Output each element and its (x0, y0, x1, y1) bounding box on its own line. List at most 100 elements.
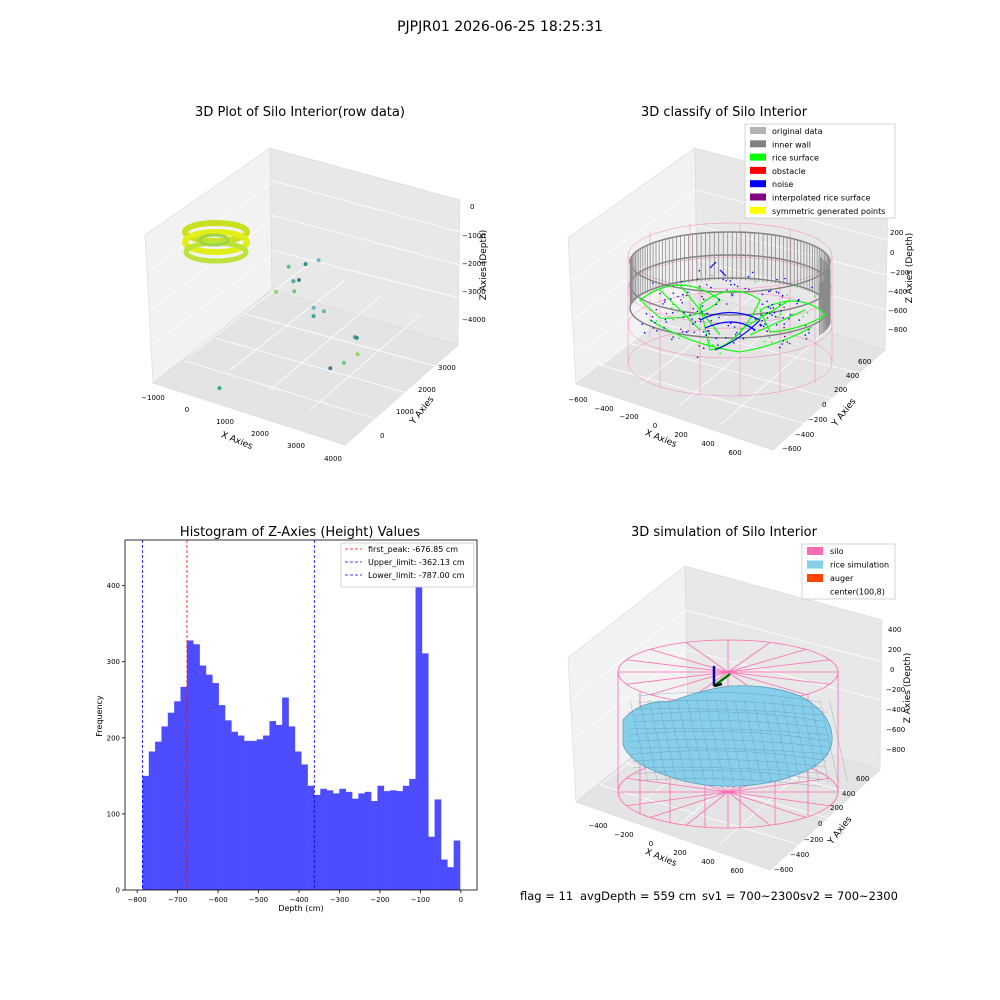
classify-point (766, 300, 768, 303)
classify-point (656, 330, 658, 332)
classify-point (682, 293, 684, 296)
classify-point (715, 337, 718, 340)
classify-point (736, 331, 738, 334)
rice-mesh-line (791, 699, 810, 783)
classify-point (696, 356, 699, 359)
classify-point (774, 315, 777, 318)
classify-legend: original data inner wall rice surface obsta… (744, 123, 896, 219)
classify-point (702, 347, 705, 350)
classify-point (772, 307, 775, 309)
histogram-bar (301, 764, 308, 890)
raw-data-point (354, 335, 359, 340)
rice-mesh-line (633, 766, 825, 774)
classify-z-tick: 0 (890, 249, 894, 257)
classify-point (655, 320, 658, 322)
classify-point (804, 334, 807, 336)
classify-point (710, 320, 712, 322)
classify-point (711, 274, 713, 277)
rice-mesh-line (819, 699, 839, 783)
classify-point (672, 336, 674, 338)
simulation-legend-label: center(100,8) (830, 588, 885, 597)
raw-data-point (341, 360, 346, 365)
classify-point (731, 294, 734, 297)
classify-point (782, 316, 784, 319)
classify-point (702, 331, 705, 333)
rice-mesh-line (629, 730, 829, 742)
classify-point (664, 299, 666, 301)
classify-z-tick: −200 (890, 269, 909, 277)
classify-x-tick: 0 (653, 422, 657, 430)
footer-avg-depth: avgDepth = 559 cm (580, 889, 696, 903)
classify-point (808, 332, 810, 334)
simulation-x-tick: −200 (614, 831, 633, 839)
histogram-bar (199, 665, 207, 890)
histogram-bar (390, 790, 397, 890)
classify-point (652, 282, 654, 284)
histogram-bar (288, 726, 296, 890)
raw-data-point (291, 279, 296, 284)
histogram-bars (142, 555, 461, 890)
classify-point (734, 333, 737, 336)
rice-mesh-line (630, 727, 828, 735)
classify-legend-label: inner wall (772, 140, 811, 149)
footer-flag: flag = 11 (520, 889, 573, 903)
classify-point (722, 278, 724, 281)
classify-point (742, 337, 745, 340)
simulation-legend-swatch (807, 560, 823, 569)
classify-point (733, 283, 736, 286)
classify-point (796, 302, 798, 305)
rice-mesh-line (630, 750, 828, 761)
histogram-bar (275, 724, 283, 890)
histogram-bar (402, 785, 410, 890)
silo-floor-spoke (727, 777, 830, 793)
simulation-y-tick: −200 (804, 836, 823, 844)
classify-point (804, 324, 807, 327)
histogram-bar (193, 644, 200, 890)
histogram-y-tick-label: 0 (116, 887, 120, 895)
classify-point (755, 281, 757, 283)
silo-floor-spoke (626, 791, 729, 807)
classify-plot-title: 3D classify of Silo Interior (641, 105, 808, 120)
figure-title: PJPJR01 2026-06-25 18:25:31 (397, 19, 603, 35)
raw-data-point (321, 309, 326, 314)
simulation-z-tick: 400 (888, 626, 901, 634)
classify-point (699, 320, 702, 323)
histogram-y-tick-label: 200 (107, 734, 120, 742)
histogram-bar (313, 794, 321, 890)
classify-point (759, 324, 762, 327)
classify-point (779, 346, 781, 349)
silo-floor-spoke (727, 791, 830, 807)
histogram-legend-label: Upper_limit: -362.13 cm (368, 558, 465, 567)
raw-z-tick: 0 (470, 203, 474, 211)
classify-point (730, 322, 732, 325)
classify-legend-label: original data (772, 127, 823, 136)
classify-x-tick: 200 (674, 431, 687, 439)
raw-data-point (311, 314, 316, 319)
classify-point (687, 330, 689, 332)
simulation-plot-title: 3D simulation of Silo Interior (631, 525, 818, 540)
classify-point (685, 294, 688, 297)
classify-point (682, 296, 685, 299)
rice-mesh-line (633, 711, 825, 722)
classify-point (726, 289, 728, 291)
simulation-rice-surface (622, 685, 833, 787)
auger-marker (712, 666, 731, 688)
rice-mesh-line (800, 699, 820, 783)
classify-point (759, 319, 761, 321)
histogram-bar (377, 785, 385, 890)
classify-point (708, 339, 711, 342)
classify-point (655, 308, 658, 311)
simulation-legend-label: auger (830, 574, 854, 583)
histogram-bar (352, 798, 359, 890)
classify-point (733, 326, 736, 328)
raw-data-point (316, 258, 321, 263)
histogram-bar (320, 788, 327, 890)
raw-x-tick: −1000 (141, 394, 165, 402)
classify-point (764, 323, 766, 326)
histogram-bar (205, 674, 213, 890)
classify-point (781, 294, 784, 297)
raw-grid-lines (149, 179, 461, 426)
classify-y-tick: −600 (782, 445, 801, 453)
simulation-legend-swatch (807, 547, 823, 555)
classify-point (810, 326, 812, 329)
